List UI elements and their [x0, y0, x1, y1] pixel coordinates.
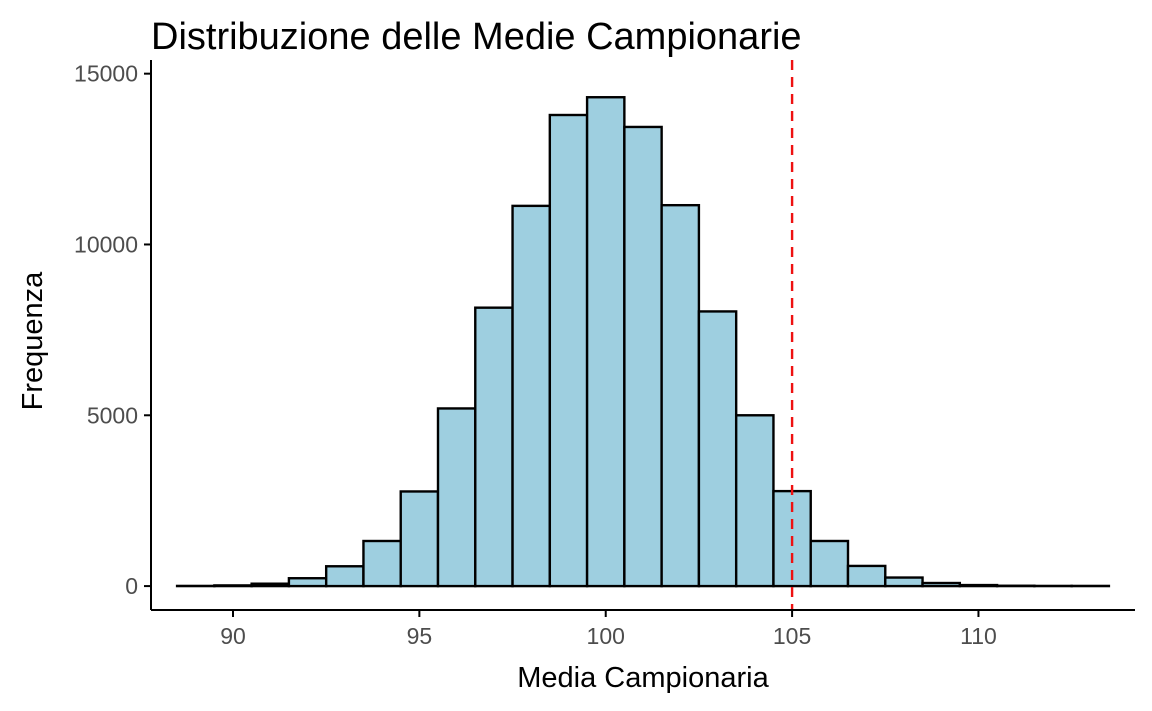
y-tick-label: 0	[125, 573, 138, 599]
histogram-bar	[585, 96, 626, 588]
histogram-bar	[623, 125, 663, 588]
histogram-bar	[884, 576, 924, 588]
x-axis: 90 95 100 105 110	[151, 609, 1135, 649]
chart-title: Distribuzione delle Medie Campionarie	[151, 16, 802, 58]
histogram-bar	[213, 584, 253, 588]
histogram-bar	[548, 113, 589, 588]
histogram-bar	[287, 577, 328, 588]
histogram-bar	[250, 582, 291, 588]
histogram-bar	[958, 583, 999, 588]
y-tick-label: 10000	[74, 231, 138, 257]
histogram-bar	[809, 539, 850, 588]
y-tick-label: 5000	[87, 402, 138, 428]
histogram-bar	[660, 203, 701, 588]
y-axis: 0 5000 10000 15000	[74, 60, 152, 610]
x-tick-label: 105	[773, 623, 811, 649]
y-axis-label: Frequenza	[17, 271, 49, 411]
histogram-bar	[511, 204, 552, 588]
x-tick-label: 90	[220, 623, 246, 649]
histogram-bar	[846, 564, 887, 588]
histogram-bar	[734, 414, 775, 588]
x-axis-label: Media Campionaria	[517, 662, 769, 694]
histogram-bar	[399, 490, 440, 588]
histogram-bar	[362, 539, 402, 588]
histogram-bar	[697, 310, 738, 588]
histogram-bar	[324, 565, 365, 588]
x-tick-label: 95	[407, 623, 433, 649]
histogram-bar	[436, 407, 477, 588]
histogram-bar	[474, 306, 514, 588]
y-tick-label: 15000	[74, 61, 138, 87]
x-tick-label: 100	[587, 623, 625, 649]
x-tick-label: 110	[960, 623, 997, 649]
bars-group	[175, 96, 1111, 588]
histogram-bar	[921, 581, 962, 588]
